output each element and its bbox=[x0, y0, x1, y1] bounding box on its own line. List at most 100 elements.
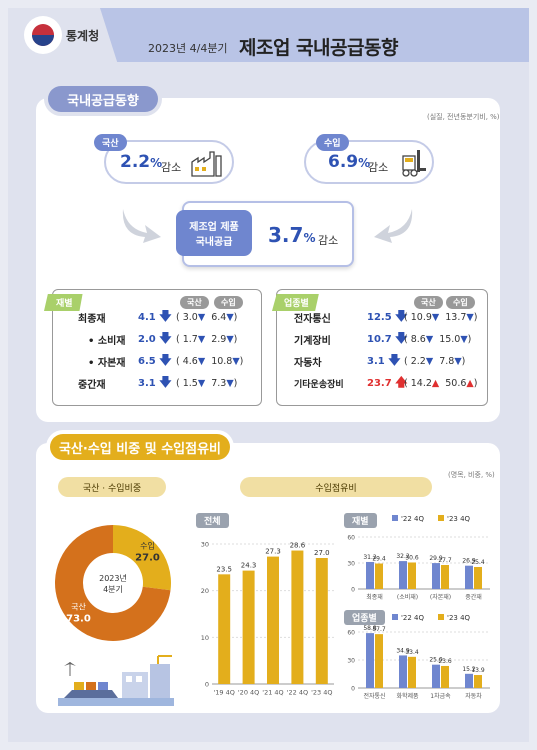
arrow-down-right-icon bbox=[122, 209, 161, 243]
material-row-detail: ( 3.0▼ 6.4▼) bbox=[176, 311, 238, 323]
bar bbox=[432, 563, 440, 589]
title-band bbox=[100, 8, 529, 62]
x-tick-label: 최종재 bbox=[366, 593, 383, 601]
share-donut-chart: 수입 27.0 국산 73.0 2023년 4분기 bbox=[55, 525, 171, 641]
donut-hole bbox=[85, 555, 141, 611]
bar bbox=[408, 656, 416, 688]
bar bbox=[441, 665, 449, 688]
data-label: 30.6 bbox=[405, 554, 419, 561]
y-tick-label: 60 bbox=[347, 630, 355, 637]
industry-row-total: 23.7 🡅 bbox=[367, 374, 408, 389]
data-label: 28.6 bbox=[290, 542, 306, 550]
x-tick-label: 전자통신 bbox=[363, 692, 385, 700]
industry-row-name: 기계장비 bbox=[294, 335, 331, 347]
donut-center-label: 4분기 bbox=[103, 585, 123, 594]
y-tick-label: 30 bbox=[201, 541, 209, 549]
donut-slice-import bbox=[113, 525, 171, 591]
material-row-name: 중간재 bbox=[78, 379, 106, 391]
data-label: 25.4 bbox=[471, 559, 485, 566]
total-label-line1: 제조업 제품 bbox=[189, 222, 239, 233]
x-tick-label: 자동차 bbox=[465, 692, 482, 700]
y-tick-label: 60 bbox=[347, 535, 355, 542]
bar bbox=[291, 550, 304, 684]
bar bbox=[366, 561, 374, 589]
industry-col-domestic: 국산 bbox=[414, 296, 443, 309]
unit-note-1: (실질, 전년동분기비, %) bbox=[427, 113, 500, 121]
legend-22: '22 4Q bbox=[392, 515, 424, 523]
bar bbox=[408, 562, 416, 589]
bar bbox=[366, 633, 374, 688]
bar bbox=[432, 664, 440, 688]
data-label: 27.7 bbox=[438, 557, 452, 564]
donut-value: 27.0 bbox=[135, 553, 160, 564]
industry-row-total: 10.7 🡇 bbox=[367, 330, 408, 345]
donut-label: 수입 bbox=[140, 542, 155, 551]
agency-logo: 통계청 bbox=[26, 18, 99, 52]
industry-col-import: 수입 bbox=[446, 296, 475, 309]
agency-name: 통계청 bbox=[66, 28, 100, 43]
x-tick-label: (소비재) bbox=[397, 593, 418, 601]
taegeuk-icon bbox=[26, 18, 60, 52]
industry-import-ratio-chart: 0 30 60 58.857.7 전자통신 34.933.4 화학제품 25.023.6 1차금… bbox=[347, 625, 490, 700]
data-label: 23.6 bbox=[438, 658, 452, 665]
x-tick-label: '20 4Q bbox=[238, 689, 259, 697]
report-period: 2023년 4/4분기 bbox=[148, 42, 228, 55]
donut-slice-domestic bbox=[55, 525, 171, 641]
material-row-name: • 자본재 bbox=[88, 357, 126, 369]
import-ratio-band: 수입점유비 bbox=[240, 477, 432, 497]
data-label: 58.8 bbox=[363, 625, 377, 632]
import-value: 6.9% bbox=[328, 152, 371, 172]
bar bbox=[465, 673, 473, 688]
material-col-domestic: 국산 bbox=[180, 296, 209, 309]
data-label: 26.9 bbox=[462, 558, 476, 565]
material-row-detail: ( 4.6▼ 10.8▼) bbox=[176, 355, 244, 367]
material-tag: 재별 bbox=[44, 294, 83, 311]
industry-tag: 업종별 bbox=[272, 294, 319, 311]
industry-row-name: 전자통신 bbox=[294, 313, 331, 325]
total-label-line2: 국내공급 bbox=[195, 237, 233, 248]
bar bbox=[399, 561, 407, 589]
bar bbox=[474, 566, 482, 589]
material-chart-tag: 재별 bbox=[344, 513, 377, 528]
donut-label: 국산 bbox=[71, 601, 86, 611]
data-label: 32.2 bbox=[396, 553, 410, 560]
material-legend: '22 4Q '23 4Q bbox=[392, 515, 470, 523]
y-tick-label: 20 bbox=[201, 587, 209, 595]
x-tick-label: '19 4Q bbox=[214, 689, 235, 697]
legend-23b: '23 4Q bbox=[438, 614, 470, 622]
x-tick-label: 화학제품 bbox=[396, 692, 419, 700]
data-label: 23.5 bbox=[216, 565, 232, 573]
data-label: 34.9 bbox=[396, 647, 410, 654]
bar bbox=[399, 655, 407, 688]
total-change: 감소 bbox=[318, 234, 339, 247]
industry-row-total: 3.1 🡇 bbox=[367, 352, 401, 367]
bar bbox=[441, 564, 449, 589]
overall-import-ratio-chart: 0 10 20 30 23.5 '19 4Q 24.3 '20 4Q 27.3 '21 4Q 28.… bbox=[201, 541, 334, 697]
x-tick-label: '23 4Q bbox=[311, 689, 332, 697]
industry-row-detail: ( 14.2▲ 50.6▲) bbox=[404, 377, 478, 389]
bar bbox=[218, 574, 231, 684]
industry-row-total: 12.5 🡇 bbox=[367, 308, 408, 323]
factory-icon bbox=[191, 151, 222, 177]
legend-23: '23 4Q bbox=[438, 515, 470, 523]
industry-row-name: 기타운송장비 bbox=[294, 379, 344, 390]
unit-note-2: (명목, 비중, %) bbox=[448, 471, 495, 479]
material-row-total: 3.1 🡇 bbox=[138, 374, 172, 389]
page-title: 제조업 국내공급동향 bbox=[239, 37, 398, 59]
industry-row-detail: ( 8.6▼ 15.0▼) bbox=[404, 333, 472, 345]
material-row-detail: ( 1.7▼ 2.9▼) bbox=[176, 333, 238, 345]
data-label: 24.3 bbox=[241, 562, 257, 570]
share-band: 국산 · 수입비중 bbox=[58, 477, 166, 497]
bar bbox=[315, 558, 328, 684]
material-row-total: 4.1 🡇 bbox=[138, 308, 172, 323]
x-tick-label: '22 4Q bbox=[287, 689, 308, 697]
industry-row-name: 자동차 bbox=[294, 357, 322, 369]
y-tick-label: 30 bbox=[347, 561, 355, 568]
section-title-supply: 국내공급동향 bbox=[48, 86, 158, 112]
total-supply-label: 제조업 제품 국내공급 bbox=[176, 210, 252, 256]
industry-row-detail: ( 10.9▼ 13.7▼) bbox=[404, 311, 478, 323]
x-tick-label: (자본재) bbox=[430, 593, 451, 601]
industry-legend: '22 4Q '23 4Q bbox=[392, 614, 470, 622]
x-tick-label: 1차금속 bbox=[430, 692, 451, 700]
domestic-value: 2.2% bbox=[120, 152, 163, 172]
